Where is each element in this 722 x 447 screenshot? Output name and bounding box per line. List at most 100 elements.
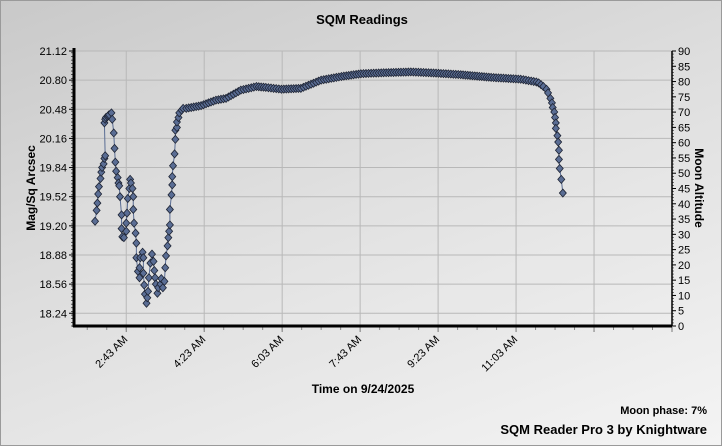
data-point [122,226,131,236]
data-point [96,173,105,184]
data-point [128,183,137,194]
data-point [111,157,120,167]
y2-axis-label: Moon Altitude [692,148,706,228]
data-point [170,149,179,159]
x-axis-label: Time on 9/24/2025 [312,382,415,396]
data-point [131,228,140,238]
series-sqm [91,67,567,308]
data-point [557,174,566,185]
data-point [97,167,106,177]
data-point [93,198,102,208]
moon-phase: Moon phase: 7% [620,405,707,417]
data-point [539,81,548,92]
data-point [139,268,148,278]
data-point [165,226,174,236]
y-tick-label: 18.24 [39,308,67,320]
data-point [94,182,103,192]
y-tick-label: 18.88 [39,250,67,262]
data-point [135,273,144,283]
data-point [554,137,563,147]
data-point [165,220,174,230]
data-point [161,251,171,261]
data-point [130,218,139,228]
data-point [144,273,153,283]
y2-tick-label: 45 [678,184,690,196]
y-tick-label: 19.52 [39,192,67,204]
data-point [167,190,176,200]
data-point [92,205,101,215]
y-tick-label: 18.56 [39,279,67,291]
data-point [122,218,131,228]
data-point [161,263,170,273]
data-point [147,249,156,259]
y2-tick-label: 10 [678,290,690,302]
data-point [164,233,173,243]
data-point [551,123,560,134]
grid-lines [74,50,673,326]
y-tick-label: 19.84 [39,163,67,175]
y-tick-label: 21.12 [39,46,67,58]
data-point [115,192,125,202]
data-point [168,180,177,190]
y2-tick-label: 40 [678,199,690,211]
y2-tick-label: 25 [678,245,690,257]
data-point [554,145,563,155]
data-point [109,128,118,138]
data-point [165,204,174,215]
x-tick-label: 7:43 AM [327,334,364,371]
y2-tick-label: 65 [678,122,690,134]
x-tick-label: 6:03 AM [249,334,286,371]
data-point [110,143,119,154]
y-tick-label: 20.80 [39,75,67,87]
y2-tick-label: 80 [678,77,690,89]
data-point [101,151,110,161]
x-tick-label: 9:23 AM [405,334,442,371]
data-point [91,216,100,226]
y-axis-label: Mag/Sq Arcsec [24,145,38,231]
data-point [555,163,564,174]
credit: SQM Reader Pro 3 by Knightware [500,422,707,437]
data-point [168,172,177,182]
y2-tick-label: 90 [678,46,690,58]
data-point [94,189,103,199]
data-point [129,192,138,202]
y2-tick-label: 55 [678,153,690,165]
chart-title: SQM Readings [316,12,408,27]
y2-tick-label: 50 [678,168,690,180]
y2-tick-label: 35 [678,214,690,226]
data-point [160,276,169,286]
y-tick-label: 19.20 [39,221,67,233]
data-point [163,241,172,251]
data-point [122,208,132,218]
y2-tick-label: 60 [678,138,690,150]
data-point [115,181,124,191]
y2-tick-label: 0 [678,321,684,333]
data-point [168,161,178,171]
data-point [135,263,144,273]
data-point [119,233,128,243]
data-point [172,122,181,133]
x-tick-label: 2:43 AM [93,334,130,371]
data-point [144,286,153,297]
y2-tick-label: 30 [678,229,690,241]
x-tick-label: 11:03 AM [479,334,520,375]
data-point [558,188,567,198]
data-point [554,154,563,164]
y2-tick-label: 15 [678,275,690,287]
data-point [143,293,152,303]
plot-area [74,51,672,326]
data-point [129,204,138,215]
y-tick-label: 20.48 [39,104,67,116]
y2-tick-label: 20 [678,260,690,272]
data-point [108,114,117,124]
data-point [132,238,141,248]
y2-tick-label: 75 [678,92,690,104]
data-point [149,256,158,266]
x-tick-label: 4:23 AM [171,334,208,371]
y2-tick-label: 5 [678,306,684,318]
y2-tick-label: 85 [678,61,690,73]
y2-tick-label: 70 [678,107,690,119]
data-point [171,134,180,144]
